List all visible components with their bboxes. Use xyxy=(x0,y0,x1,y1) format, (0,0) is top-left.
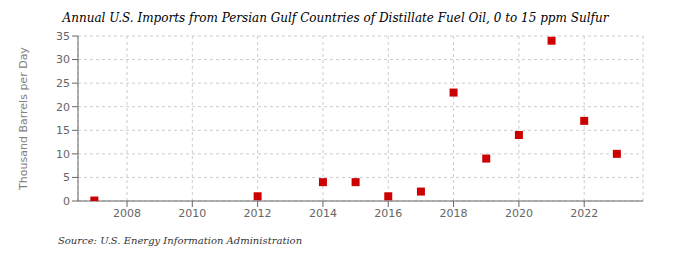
svg-text:2008: 2008 xyxy=(113,207,141,220)
svg-text:2018: 2018 xyxy=(440,207,468,220)
svg-text:20: 20 xyxy=(56,101,70,114)
svg-text:25: 25 xyxy=(56,77,70,90)
svg-text:2010: 2010 xyxy=(178,207,206,220)
svg-text:2012: 2012 xyxy=(244,207,272,220)
svg-text:10: 10 xyxy=(56,148,70,161)
svg-text:0: 0 xyxy=(63,195,70,208)
svg-text:2020: 2020 xyxy=(505,207,533,220)
svg-text:Thousand Barrels per Day: Thousand Barrels per Day xyxy=(17,47,30,191)
svg-text:2022: 2022 xyxy=(570,207,598,220)
svg-text:30: 30 xyxy=(56,53,70,66)
svg-text:35: 35 xyxy=(56,30,70,43)
svg-text:2014: 2014 xyxy=(309,207,337,220)
svg-text:15: 15 xyxy=(56,124,70,137)
html-text:Annual U.S. Imports from Persi: Annual U.S. Imports from Persian Gulf Co… xyxy=(62,11,609,25)
svg-text:5: 5 xyxy=(63,171,70,184)
html-text:Source: U.S. Energy Informatio: Source: U.S. Energy Information Administ… xyxy=(58,235,303,246)
svg-text:2016: 2016 xyxy=(374,207,402,220)
